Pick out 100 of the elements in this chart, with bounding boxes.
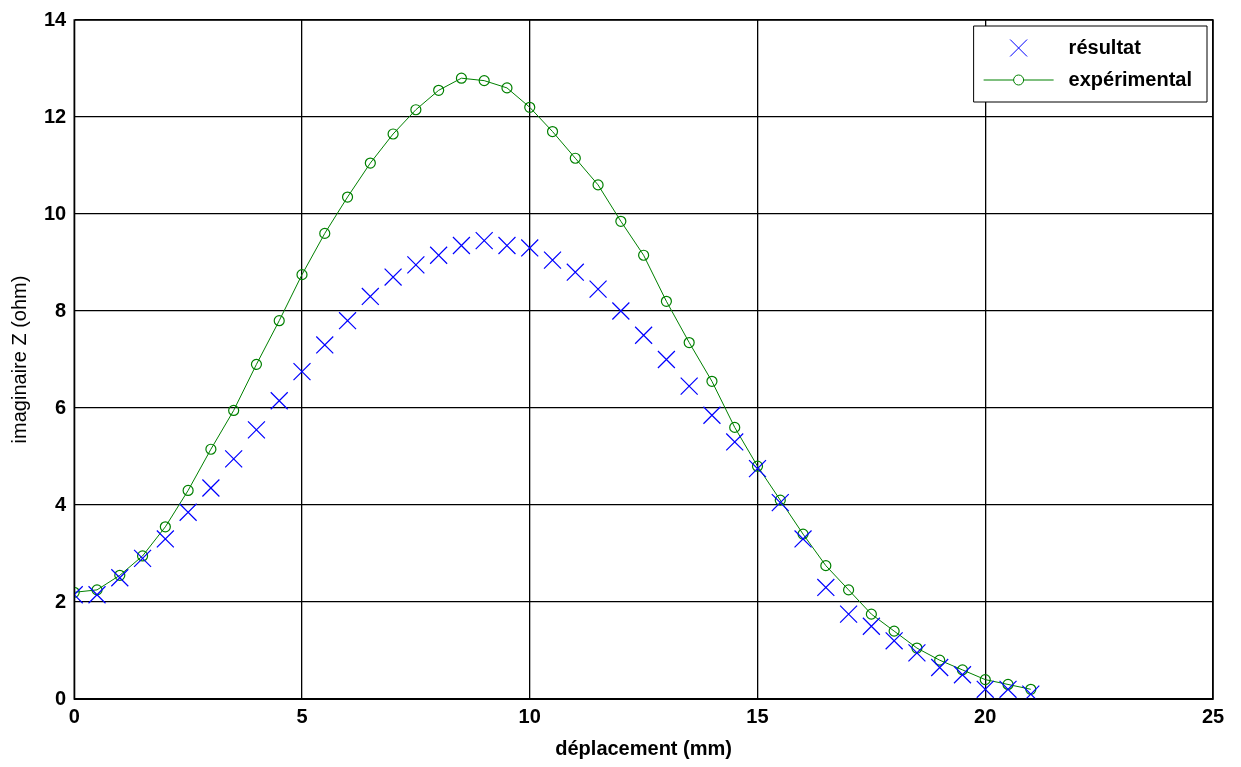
point xyxy=(729,421,741,433)
legend-label: résultat xyxy=(1068,35,1142,58)
point xyxy=(956,664,969,676)
point xyxy=(638,249,650,261)
point xyxy=(319,227,331,239)
point xyxy=(387,128,399,140)
point xyxy=(611,301,630,321)
point xyxy=(159,521,171,533)
point xyxy=(748,459,767,478)
x-tick-label: 25 xyxy=(1201,704,1225,727)
point xyxy=(201,478,220,498)
point xyxy=(911,642,923,654)
point xyxy=(953,665,972,684)
point xyxy=(660,295,672,307)
point xyxy=(433,84,445,96)
point xyxy=(292,362,312,381)
y-axis-title: imaginaire Z (ohm) xyxy=(7,275,30,444)
point xyxy=(228,404,240,417)
point xyxy=(843,584,855,596)
point xyxy=(569,152,581,164)
point xyxy=(114,569,126,581)
point xyxy=(615,215,627,227)
point xyxy=(793,529,813,549)
point xyxy=(205,443,217,455)
point xyxy=(1002,678,1014,691)
point xyxy=(406,255,425,275)
point xyxy=(725,432,744,452)
point xyxy=(224,449,243,469)
point xyxy=(501,82,513,94)
point xyxy=(907,643,927,663)
point xyxy=(182,484,194,497)
point xyxy=(361,287,380,306)
point xyxy=(364,157,376,169)
point xyxy=(702,406,722,425)
x-tick-label: 5 xyxy=(296,704,308,727)
point xyxy=(706,375,718,387)
point xyxy=(524,101,536,113)
point xyxy=(136,550,149,562)
point xyxy=(546,125,559,138)
point xyxy=(930,658,949,677)
point xyxy=(976,680,995,699)
point xyxy=(270,391,289,410)
point xyxy=(341,191,354,203)
point xyxy=(543,250,562,270)
point xyxy=(455,72,468,84)
point xyxy=(865,608,877,620)
point xyxy=(862,617,881,636)
point xyxy=(91,584,103,596)
point xyxy=(839,605,858,624)
y-tick-label: 14 xyxy=(44,7,68,30)
point xyxy=(315,335,334,355)
point xyxy=(478,75,490,87)
point xyxy=(634,326,653,345)
point xyxy=(520,238,539,258)
point xyxy=(250,358,263,370)
point xyxy=(384,267,403,287)
point xyxy=(979,674,991,686)
point xyxy=(410,104,422,116)
y-tick-label: 0 xyxy=(55,686,67,709)
legend-label: expérimental xyxy=(1068,67,1192,90)
point xyxy=(888,625,900,637)
point xyxy=(885,631,904,650)
point xyxy=(475,231,494,250)
y-tick-label: 10 xyxy=(44,201,67,224)
point xyxy=(592,179,604,191)
y-tick-label: 6 xyxy=(55,395,67,418)
point xyxy=(566,263,585,282)
point xyxy=(820,560,832,572)
point xyxy=(751,460,764,472)
point xyxy=(680,377,699,396)
y-tick-label: 8 xyxy=(55,298,67,321)
point xyxy=(179,503,198,522)
point xyxy=(797,528,809,540)
x-tick-label: 20 xyxy=(974,704,997,727)
point xyxy=(338,311,357,330)
point xyxy=(657,350,676,369)
y-tick-label: 4 xyxy=(55,492,68,515)
point xyxy=(452,236,471,255)
y-tick-label: 12 xyxy=(44,104,67,127)
x-tick-label: 10 xyxy=(518,704,541,727)
x-axis-title: déplacement (mm) xyxy=(555,736,732,759)
point xyxy=(133,549,152,568)
point xyxy=(296,269,308,281)
point xyxy=(156,529,175,549)
point xyxy=(429,246,448,265)
point xyxy=(247,420,266,439)
point xyxy=(934,654,946,666)
x-tick-label: 15 xyxy=(746,704,769,727)
point xyxy=(816,578,835,597)
point xyxy=(774,494,786,506)
point xyxy=(87,585,107,604)
point xyxy=(497,236,517,255)
point xyxy=(110,568,129,587)
point xyxy=(588,280,608,299)
point xyxy=(1025,683,1037,695)
point xyxy=(273,315,285,327)
point xyxy=(771,493,790,512)
y-tick-label: 2 xyxy=(55,589,67,612)
point xyxy=(998,680,1018,699)
point xyxy=(683,336,695,349)
